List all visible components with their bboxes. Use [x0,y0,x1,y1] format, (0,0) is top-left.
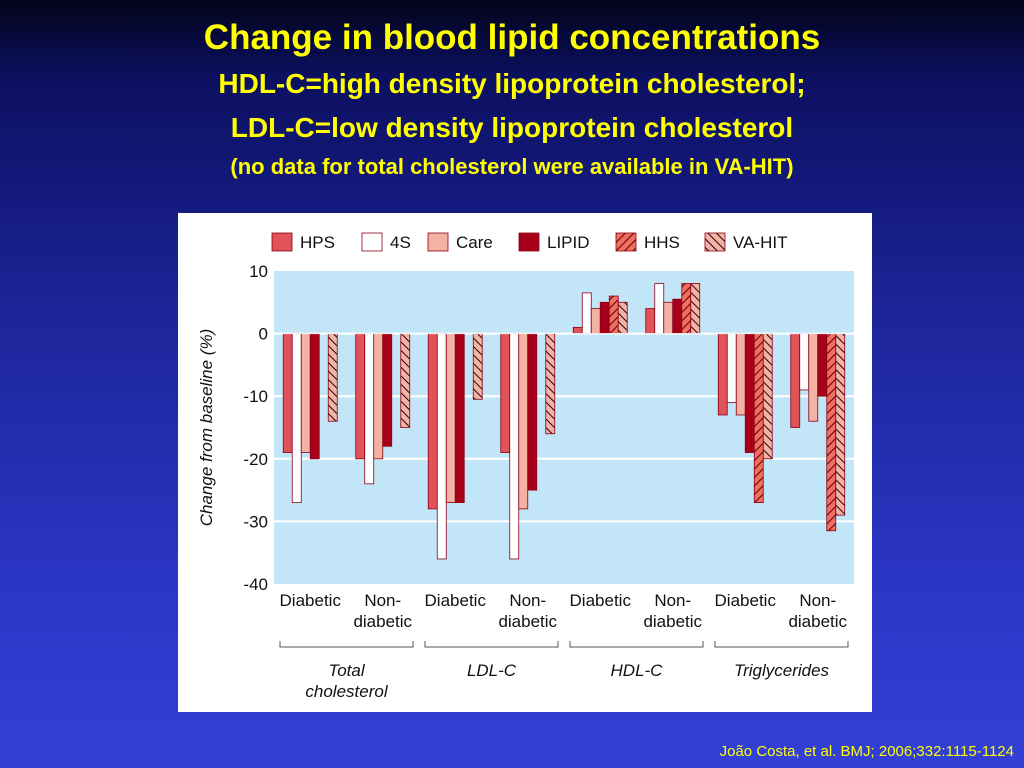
bar-care-5 [663,301,674,335]
bar-va-hit-5 [690,283,701,334]
bar-hps-4 [572,326,583,334]
bar-care-7 [808,333,819,422]
category-label: Diabetic [280,591,342,610]
y-axis-label: Change from baseline (%) [197,329,216,526]
bar-lipid-0 [309,333,320,460]
bar-care-0 [300,333,311,453]
legend-label: HPS [300,233,335,252]
bar-hhs-7 [826,333,837,532]
bar-4s-3 [509,333,520,560]
bar-va-hit-7 [835,333,846,516]
bar-hhs-5 [681,283,692,334]
legend-label: Care [456,233,493,252]
bar-care-3 [518,333,529,510]
category-label: Non- [654,591,691,610]
legend-label: 4S [390,233,411,252]
y-tick-label: -10 [243,387,268,406]
bar-hps-3 [500,333,511,453]
citation: João Costa, et al. BMJ; 2006;332:1115-11… [719,743,1014,760]
legend-label: HHS [644,233,680,252]
bar-4s-5 [654,283,665,334]
group-label: LDL-C [467,661,517,680]
legend-swatch-hhs [615,232,637,252]
bar-va-hit-2 [472,333,483,400]
group-bracket [279,641,414,648]
bar-va-hit-1 [400,333,411,428]
bar-chart: 10 0 -10 -20 -30 -40 Change from baseline (%) D… [197,232,854,701]
category-label: Diabetic [570,591,632,610]
legend-swatch-4s [361,232,383,252]
category-label: Diabetic [425,591,487,610]
group-bracket [424,641,559,648]
bar-lipid-2 [454,333,465,504]
group-bracket [569,641,704,648]
group-bracket [714,641,849,648]
bar-lipid-3 [527,333,538,491]
y-tick-label: -30 [243,512,268,531]
bar-hps-0 [282,333,293,453]
bar-hps-6 [717,333,728,416]
bar-4s-1 [364,333,375,485]
group-label: Triglycerides [734,661,830,680]
bar-hps-5 [645,308,656,334]
bar-va-hit-6 [762,333,773,460]
category-label: Non- [799,591,836,610]
y-tick-label: 10 [249,262,268,281]
group-label: HDL-C [611,661,664,680]
slide-title: Change in blood lipid concentrations [203,18,821,57]
bar-4s-2 [436,333,447,560]
category-label: Non- [364,591,401,610]
bar-hps-2 [427,333,438,510]
group-label: Total [328,661,365,680]
chart-panel: 10 0 -10 -20 -30 -40 Change from baseline (%) D… [178,213,872,712]
y-tick-label: -20 [243,450,268,469]
bar-care-1 [373,333,384,460]
category-label: diabetic [498,612,557,631]
legend-label: LIPID [547,233,590,252]
legend-swatch-hps [271,232,293,252]
legend-swatch-va-hit [704,232,726,252]
bar-4s-0 [291,333,302,504]
bar-hhs-6 [753,333,764,504]
group-label: cholesterol [305,682,388,701]
bar-va-hit-3 [545,333,556,435]
category-label: Non- [509,591,546,610]
bar-hps-1 [355,333,366,460]
bar-hhs-4 [608,295,619,335]
bar-care-2 [445,333,456,504]
legend-label: VA-HIT [733,233,787,252]
bar-4s-4 [581,292,592,335]
bar-va-hit-4 [617,301,628,335]
subtitle-ldl-definition: LDL-C=low density lipoprotein cholestero… [230,112,794,143]
bar-4s-6 [726,333,737,403]
category-label: diabetic [353,612,412,631]
subtitle-hdl-definition: HDL-C=high density lipoprotein cholester… [218,68,806,99]
bar-lipid-5 [672,298,683,334]
legend-swatch-care [427,232,449,252]
bar-care-6 [735,333,746,416]
category-label: diabetic [788,612,847,631]
bar-lipid-1 [382,333,393,447]
y-tick-label: 0 [259,325,268,344]
y-tick-label: -40 [243,575,268,594]
legend-swatch-lipid [518,232,540,252]
bar-lipid-4 [599,301,610,335]
bar-lipid-7 [817,333,828,397]
bar-4s-7 [799,333,810,391]
bar-lipid-6 [744,333,755,453]
category-label: Diabetic [715,591,777,610]
bar-care-4 [590,308,601,334]
bar-hps-7 [790,333,801,428]
category-label: diabetic [643,612,702,631]
subtitle-note: (no data for total cholesterol were avai… [230,154,794,179]
bar-va-hit-0 [327,333,338,422]
